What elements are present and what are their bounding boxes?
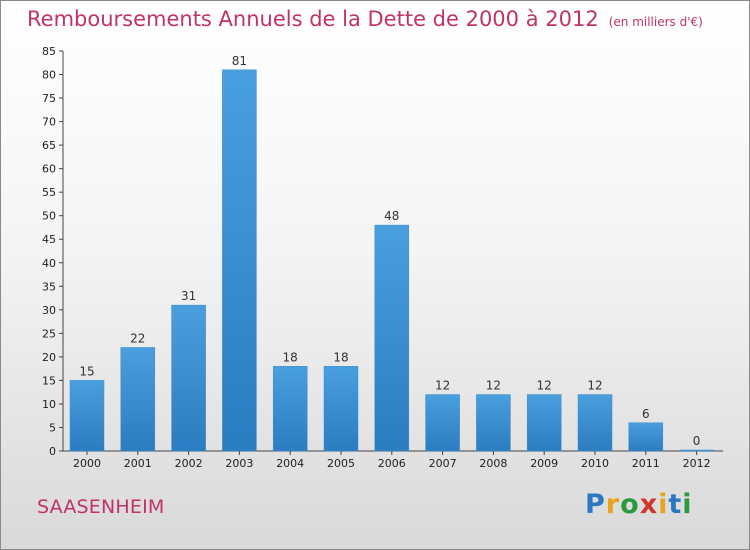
data-label-2012: 0 [693, 434, 701, 448]
bar-2001 [120, 347, 156, 452]
x-tick-label-2002: 2002 [175, 457, 203, 470]
bars [69, 69, 714, 452]
city-name: SAASENHEIM [37, 496, 165, 518]
data-label-2007: 12 [435, 379, 450, 393]
bar-2004 [272, 366, 308, 452]
data-label-2002: 31 [181, 289, 196, 303]
proxiti-logo: Proxiti [585, 489, 693, 520]
y-tick-label: 50 [42, 210, 56, 223]
x-tick-label-2008: 2008 [479, 457, 507, 470]
bar-2005 [323, 366, 359, 452]
y-tick-label: 65 [42, 139, 56, 152]
x-tick-label-2003: 2003 [225, 457, 253, 470]
logo-letter: t [668, 489, 683, 520]
y-tick-label: 15 [42, 374, 56, 387]
data-label-2005: 18 [333, 350, 348, 364]
y-tick-label: 10 [42, 398, 56, 411]
y-tick-label: 60 [42, 163, 56, 176]
x-tick-label-2012: 2012 [683, 457, 711, 470]
bar-2011 [628, 422, 664, 452]
data-label-2008: 12 [486, 379, 501, 393]
logo-letter: x [639, 489, 659, 520]
x-tick-label-2009: 2009 [530, 457, 558, 470]
y-tick-label: 55 [42, 186, 56, 199]
x-tick-label-2004: 2004 [276, 457, 304, 470]
data-label-2004: 18 [283, 350, 298, 364]
y-tick-label: 5 [49, 421, 56, 434]
y-tick-label: 85 [42, 45, 56, 58]
bar-2007 [425, 394, 460, 452]
x-tick-label-2011: 2011 [632, 457, 660, 470]
y-tick-label: 75 [42, 92, 56, 105]
chart-title: Remboursements Annuels de la Dette de 20… [27, 7, 703, 31]
data-label-2003: 81 [232, 54, 247, 68]
y-tick-label: 0 [49, 445, 56, 458]
x-tick-label-2006: 2006 [378, 457, 406, 470]
chart-title-text: Remboursements Annuels de la Dette de 20… [27, 7, 599, 31]
logo-letter: P [585, 489, 606, 520]
data-label-2009: 12 [537, 379, 552, 393]
y-tick-label: 20 [42, 351, 56, 364]
logo-letter: r [605, 489, 621, 520]
bar-2010 [577, 394, 613, 452]
logo-letter: o [620, 489, 640, 520]
x-tick-label-2010: 2010 [581, 457, 609, 470]
chart-unit-note: (en milliers d'€) [608, 15, 703, 29]
x-tick-label-2001: 2001 [124, 457, 152, 470]
data-label-2006: 48 [384, 209, 399, 223]
bar-2009 [526, 394, 562, 452]
x-tick-label-2007: 2007 [429, 457, 457, 470]
bar-2000 [69, 380, 105, 452]
x-tick-label-2000: 2000 [73, 457, 101, 470]
data-label-2011: 6 [642, 407, 650, 421]
y-tick-label: 80 [42, 69, 56, 82]
bar-2006 [374, 224, 410, 452]
data-label-2001: 22 [130, 331, 145, 345]
bar-2012 [679, 449, 714, 452]
data-labels: 15 22 31 81 18 18 48 12 12 12 12 6 0 [79, 54, 700, 448]
data-label-2010: 12 [587, 379, 602, 393]
y-tick-label: 25 [42, 327, 56, 340]
y-tick-label: 30 [42, 304, 56, 317]
bar-2002 [171, 304, 206, 452]
x-tick-label-2005: 2005 [327, 457, 355, 470]
y-tick-label: 70 [42, 116, 56, 129]
y-tick-label: 40 [42, 257, 56, 270]
bar-2003 [222, 69, 257, 452]
y-tick-label: 45 [42, 233, 56, 246]
logo-letter: i [682, 489, 693, 520]
data-label-2000: 15 [79, 364, 94, 378]
bar-2008 [476, 394, 511, 452]
logo-letter: i [658, 489, 669, 520]
y-tick-label: 35 [42, 280, 56, 293]
